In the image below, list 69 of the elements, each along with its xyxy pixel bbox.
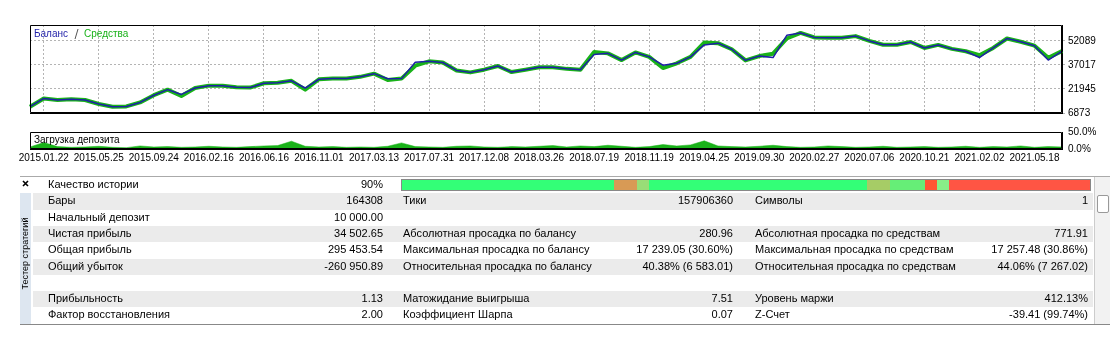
- y-tick-label: 50.0%: [1068, 125, 1097, 137]
- x-tick-label: 2017.03.13: [348, 151, 400, 163]
- text: Уровень маржи: [755, 292, 834, 305]
- text: Относительная просадка по балансу: [403, 259, 592, 272]
- x-tick-label: 2021.05.18: [1009, 151, 1060, 163]
- text: 7.51: [711, 292, 733, 305]
- text: Тики: [403, 194, 427, 207]
- text: 1: [1081, 194, 1088, 207]
- text: 157906360: [677, 194, 733, 207]
- x-tick-label: 2016.06.16: [238, 151, 290, 163]
- text: 10 000.00: [334, 210, 383, 223]
- x-tick-label: 2019.04.25: [679, 151, 730, 163]
- y-tick-label: 21945: [1068, 82, 1097, 94]
- text: Чистая прибыль: [48, 226, 132, 239]
- text: -260 950.89: [324, 259, 383, 272]
- x-tick-label: 2017.12.08: [459, 151, 510, 163]
- text: 412.13%: [1044, 292, 1088, 305]
- text: Относительная просадка по средствам: [755, 259, 956, 272]
- x-tick-label: 2020.07.06: [844, 151, 895, 163]
- text: 40.38% (6 583.01): [642, 259, 733, 272]
- text: Общий убыток: [48, 259, 123, 272]
- text: 17 239.05 (30.60%): [636, 243, 733, 256]
- text: Бары: [48, 194, 76, 207]
- text: Средства: [84, 27, 129, 39]
- text: 0.07: [711, 308, 733, 321]
- text: Матожидание выигрыша: [403, 292, 530, 305]
- text: Баланс: [34, 27, 69, 39]
- text: Максимальная просадка по балансу: [403, 243, 590, 256]
- x-tick-label: 2020.10.21: [899, 151, 950, 163]
- text: Абсолютная просадка по балансу: [403, 226, 577, 239]
- text: Символы: [755, 194, 803, 207]
- x-tick-label: 2015.09.24: [128, 151, 180, 163]
- x-tick-label: 2016.02.16: [183, 151, 235, 163]
- x-tick-label: 2019.09.30: [734, 151, 785, 163]
- x-tick-label: 2021.02.02: [954, 151, 1005, 163]
- y-tick-label: 0.0%: [1068, 142, 1091, 154]
- text: Начальный депозит: [48, 210, 150, 223]
- text: 2.00: [361, 308, 383, 321]
- text: 17 257.48 (30.86%): [991, 243, 1088, 256]
- text: 280.96: [699, 226, 733, 239]
- y-tick-label: 37017: [1068, 58, 1097, 70]
- y-tick-label: 52089: [1068, 34, 1097, 46]
- chart-title: Загрузка депозита: [34, 133, 121, 145]
- text: Качество истории: [48, 178, 139, 190]
- text: Коэффициент Шарпа: [403, 308, 513, 321]
- text: 34 502.65: [334, 226, 383, 239]
- text: 295 453.54: [327, 243, 383, 256]
- x-tick-label: 2015.01.22: [18, 151, 70, 163]
- x-tick-label: 2018.07.19: [569, 151, 620, 163]
- x-tick-label: 2016.11.01: [294, 151, 345, 163]
- x-tick-label: 2015.05.25: [73, 151, 125, 163]
- x-tick-label: 2020.02.27: [789, 151, 840, 163]
- text: Тестер стратегий: [19, 216, 31, 292]
- text: 44.06% (7 267.02): [997, 259, 1088, 272]
- text: 90%: [360, 178, 383, 190]
- y-tick-label: 6873: [1068, 106, 1091, 118]
- text: 1.13: [361, 292, 383, 305]
- text: 771.91: [1054, 226, 1088, 239]
- text: Максимальная просадка по средствам: [755, 243, 954, 256]
- text: Z-Счет: [755, 308, 790, 321]
- text: Общая прибыль: [48, 243, 132, 256]
- x-tick-label: 2018.03.26: [514, 151, 565, 163]
- x-tick-label: 2017.07.31: [404, 151, 455, 163]
- text: Прибыльность: [48, 292, 123, 305]
- text: -39.41 (99.74%): [1009, 308, 1088, 321]
- text: 164308: [346, 194, 383, 207]
- text: Абсолютная просадка по средствам: [755, 226, 941, 239]
- text: Фактор восстановления: [48, 308, 170, 321]
- x-tick-label: 2018.11.19: [624, 151, 675, 163]
